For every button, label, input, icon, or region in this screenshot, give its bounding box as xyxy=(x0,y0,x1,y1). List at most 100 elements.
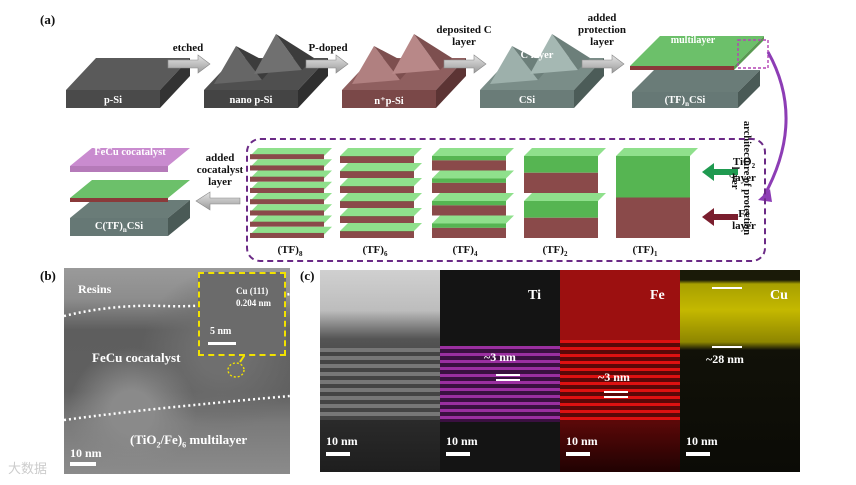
tio2-layer xyxy=(432,156,506,161)
multilayer-architecture-box xyxy=(246,138,766,262)
block-label-nano-psi: nano p-Si xyxy=(229,95,273,106)
cu-scale-text: 10 nm xyxy=(686,434,718,448)
arrow-label-pdoped: P-doped xyxy=(308,42,348,54)
fe-layer xyxy=(432,205,506,216)
npsi-block xyxy=(342,34,466,108)
fe-scale-bar xyxy=(566,452,590,456)
tio2-layer-top xyxy=(524,193,606,201)
fe-layer xyxy=(524,172,598,193)
tfncsi-top-label: (TiO2/Fe)n multilayer xyxy=(670,20,716,46)
tio2-layer-top xyxy=(340,223,422,231)
haadf-map xyxy=(320,270,440,472)
block-label-tfncsi: (TF)nCSi xyxy=(664,95,706,109)
fe-layer xyxy=(250,187,324,193)
tem-scale-text: 10 nm xyxy=(70,446,102,460)
fe-layer xyxy=(250,154,324,160)
cu-element-label: Cu xyxy=(770,288,788,303)
final-block-label: C(TF)nCSi xyxy=(94,221,144,235)
csi-block xyxy=(480,34,604,108)
tio2-layer-top xyxy=(250,193,332,201)
panel-c-letter: (c) xyxy=(300,268,315,283)
tio2-layer-top xyxy=(340,178,422,186)
fe-layer xyxy=(432,160,506,171)
tio2-layer xyxy=(616,156,690,198)
haadf-scale-text: 10 nm xyxy=(326,434,358,448)
tio2-layer-top xyxy=(340,148,422,156)
arrow-label-deposited: deposited C layer xyxy=(436,24,492,48)
multilayer-label-tf4: (TF)4 xyxy=(452,244,478,259)
fe-layer xyxy=(340,216,414,223)
tio2-layer-top xyxy=(250,226,332,235)
fe-layer xyxy=(340,171,414,178)
cu-thickness-top xyxy=(712,287,742,289)
fe-layer xyxy=(340,231,414,238)
cu-map xyxy=(680,270,800,472)
tio2-layer-top xyxy=(250,215,332,224)
tio2-layer-top xyxy=(340,193,422,201)
csi-top-label: C layer xyxy=(520,50,554,61)
tfncsi-block xyxy=(630,36,764,108)
tem-image xyxy=(64,268,290,474)
tio2-layer-top xyxy=(340,208,422,216)
multilayer-label-tf2: (TF)2 xyxy=(542,244,568,259)
tio2-layer-top xyxy=(432,148,514,156)
cu-thickness-bottom xyxy=(712,346,742,348)
multilayer-stacks xyxy=(250,148,698,238)
tem-scale-bar xyxy=(70,462,96,466)
final-stack xyxy=(70,148,190,236)
panel-a-schematic xyxy=(66,34,788,236)
legend-fe-label: Fe layer xyxy=(732,208,756,232)
fe-layer xyxy=(524,217,598,238)
tio2-layer-top xyxy=(250,204,332,213)
tio2-layer xyxy=(432,201,506,206)
tio2-layer-top xyxy=(432,193,514,201)
fe-layer xyxy=(250,199,324,205)
fe-layer xyxy=(250,165,324,171)
fe-map xyxy=(560,270,680,472)
fe-annotation: ~3 nm xyxy=(598,370,630,384)
cu-annotation: ~28 nm xyxy=(706,352,744,366)
psi-block xyxy=(66,58,190,108)
inset-scale-bar xyxy=(208,342,236,345)
tio2-layer-top xyxy=(432,170,514,179)
ti-map xyxy=(440,270,560,472)
tio2-layer xyxy=(524,156,598,173)
arrow-label-etched: etched xyxy=(172,42,204,54)
fe-scale-text: 10 nm xyxy=(566,434,598,448)
legend-tio2-label: TiO2 layer xyxy=(732,156,756,185)
ti-scale-bar xyxy=(446,452,470,456)
haadf-scale-bar xyxy=(326,452,350,456)
ti-annotation: ~3 nm xyxy=(484,350,516,364)
watermark: 大数据 xyxy=(8,462,48,477)
fe-layer xyxy=(250,221,324,227)
fe-layer xyxy=(340,201,414,208)
arrow-label-cocatalyst: added cocatalyst layer xyxy=(196,152,244,188)
fe-layer xyxy=(340,156,414,163)
block-label-csi: CSi xyxy=(518,95,536,106)
ti-thickness-mark-2 xyxy=(496,379,520,381)
multilayer-label-tf1: (TF)1 xyxy=(632,244,658,259)
inset-line2: 0.204 nm xyxy=(236,298,272,308)
fe-element-label: Fe xyxy=(650,288,665,303)
fe-thickness-mark-2 xyxy=(604,396,628,398)
tio2-layer-top xyxy=(432,215,514,224)
ti-scale-text: 10 nm xyxy=(446,434,478,448)
legend-arrows xyxy=(702,163,738,226)
tio2-layer-top xyxy=(524,148,606,156)
nano-psi-block xyxy=(204,34,328,108)
block-label-psi: p-Si xyxy=(103,95,123,106)
block-label-npsi: n⁺p-Si xyxy=(374,96,404,107)
fe-layer xyxy=(432,182,506,193)
multilayer-label-tf6: (TF)6 xyxy=(362,244,388,259)
tio2-layer xyxy=(524,201,598,218)
multilayer-label-tf8: (TF)8 xyxy=(277,244,303,259)
tio2-layer xyxy=(432,178,506,183)
tio2-layer-top xyxy=(340,163,422,171)
fe-layer xyxy=(250,210,324,216)
tio2-layer-top xyxy=(250,159,332,168)
tio2-layer-top xyxy=(250,170,332,179)
inset-line1: Cu (111) xyxy=(236,286,269,296)
ti-thickness-mark-1 xyxy=(496,374,520,376)
ti-element-label: Ti xyxy=(528,288,541,303)
fe-layer xyxy=(432,227,506,238)
